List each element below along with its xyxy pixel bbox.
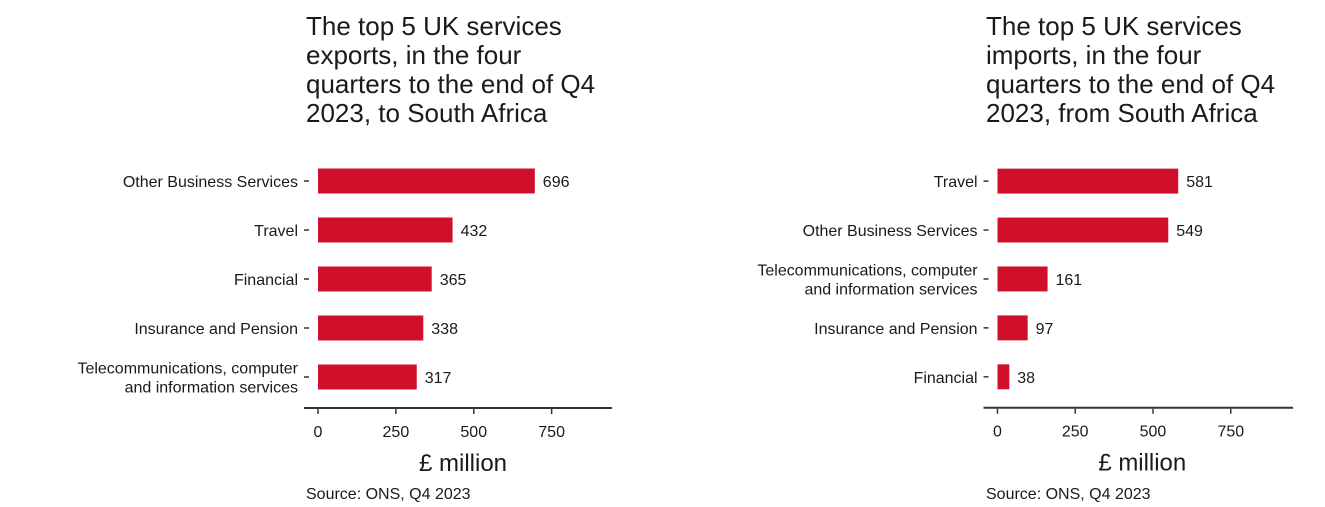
exports-category-label: and information services xyxy=(125,380,298,397)
imports-bar xyxy=(997,217,1169,243)
exports-chart-panel: The top 5 UK services exports, in the fo… xyxy=(0,0,662,507)
exports-data-label: 696 xyxy=(543,174,570,191)
imports-chart-panel: The top 5 UK services imports, in the fo… xyxy=(662,0,1325,507)
exports-data-label: 365 xyxy=(440,272,467,289)
imports-category-label: Financial xyxy=(914,370,978,387)
imports-source-note: Source: ONS, Q4 2023 xyxy=(986,486,1151,503)
imports-category-label: and information services xyxy=(804,281,977,298)
imports-data-label: 38 xyxy=(1017,370,1035,387)
exports-category-label: Financial xyxy=(234,272,298,289)
exports-title-line: quarters to the end of Q4 xyxy=(306,69,596,99)
imports-title-line: 2023, from South Africa xyxy=(986,98,1258,128)
exports-bar xyxy=(318,217,453,243)
exports-title-line: The top 5 UK services xyxy=(306,11,562,41)
imports-x-tick-label: 500 xyxy=(1140,424,1167,441)
exports-bar xyxy=(318,364,417,390)
imports-bar-chart: 581 Travel 549 Other Business Services 161 Te… xyxy=(757,168,1294,477)
imports-bar xyxy=(997,315,1028,341)
exports-bar xyxy=(318,266,432,292)
exports-chart-title: The top 5 UK services exports, in the fo… xyxy=(306,12,646,128)
exports-category-label: Other Business Services xyxy=(123,174,298,191)
imports-x-tick-label: 0 xyxy=(993,424,1002,441)
imports-bar xyxy=(997,168,1179,194)
imports-category-label: Telecommunications, computer xyxy=(757,262,978,279)
exports-title-line: exports, in the four xyxy=(306,40,522,70)
exports-x-tick-label: 500 xyxy=(460,424,487,441)
imports-data-label: 97 xyxy=(1036,321,1054,338)
imports-x-tick-label: 750 xyxy=(1217,424,1244,441)
imports-title-line: The top 5 UK services xyxy=(986,11,1242,41)
imports-bar xyxy=(997,364,1010,390)
imports-x-axis-title: £ million xyxy=(1098,450,1186,477)
exports-data-label: 432 xyxy=(461,223,488,240)
exports-x-tick-label: 250 xyxy=(383,424,410,441)
imports-data-label: 581 xyxy=(1186,174,1213,191)
exports-bar xyxy=(318,315,424,341)
imports-category-label: Other Business Services xyxy=(803,223,978,240)
exports-category-label: Travel xyxy=(254,223,298,240)
exports-category-label: Telecommunications, computer xyxy=(77,361,298,378)
imports-title-line: quarters to the end of Q4 xyxy=(986,69,1276,99)
imports-category-label: Travel xyxy=(934,174,978,191)
exports-data-label: 338 xyxy=(431,321,458,338)
imports-chart-title: The top 5 UK services imports, in the fo… xyxy=(986,12,1325,128)
exports-title-line: 2023, to South Africa xyxy=(306,98,548,128)
exports-category-label: Insurance and Pension xyxy=(134,321,298,338)
imports-data-label: 549 xyxy=(1176,223,1203,240)
exports-x-tick-label: 0 xyxy=(314,424,323,441)
exports-bar-chart: 696 Other Business Services 432 Travel 365 Fi… xyxy=(77,168,612,477)
imports-bar xyxy=(997,266,1048,292)
imports-title-line: imports, in the four xyxy=(986,40,1202,70)
imports-data-label: 161 xyxy=(1056,272,1083,289)
exports-data-label: 317 xyxy=(425,370,452,387)
exports-x-tick-label: 750 xyxy=(538,424,565,441)
imports-x-tick-label: 250 xyxy=(1062,424,1089,441)
exports-x-axis-title: £ million xyxy=(419,450,507,477)
exports-source-note: Source: ONS, Q4 2023 xyxy=(306,486,471,503)
exports-bar xyxy=(318,168,535,194)
imports-category-label: Insurance and Pension xyxy=(814,321,977,338)
